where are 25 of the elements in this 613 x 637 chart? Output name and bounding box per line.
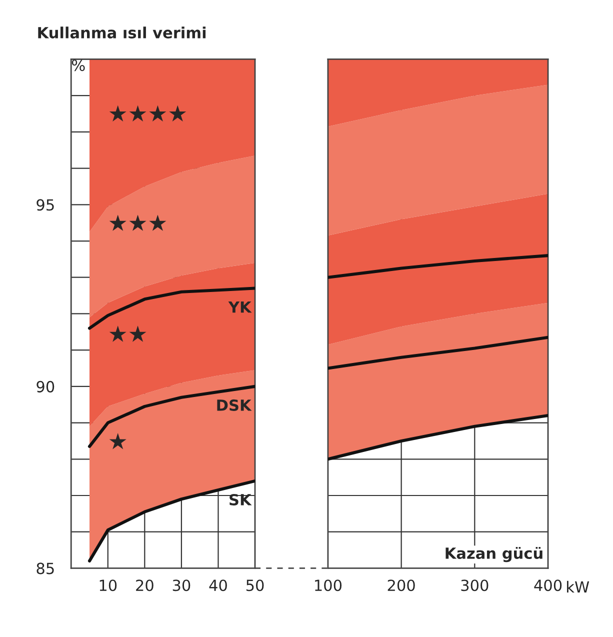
series-label: DSK [217, 399, 252, 411]
annotation: ★★ [109, 326, 146, 342]
x-axis-title: Kazan gücü [446, 546, 542, 562]
annotation: ★★★★ [109, 105, 186, 122]
x-tick-label: 200 [388, 580, 415, 592]
x-tick-label: 20 [136, 580, 154, 592]
x-tick-label: 40 [209, 580, 227, 592]
x-tick-label: 50 [246, 580, 264, 592]
series-label: SK [230, 494, 252, 506]
annotation: ★★★ [109, 214, 166, 231]
annotation: ★ [109, 433, 126, 450]
x-tick-label: 300 [461, 580, 488, 592]
text: kW [567, 580, 590, 593]
series-label: YK [228, 301, 252, 313]
chart-title: Kullanma ısıl verimi [38, 26, 206, 38]
y-axis-title: % [72, 60, 85, 72]
line-series [88, 479, 256, 562]
x-tick-label: 100 [315, 580, 342, 592]
y-tick-label: 85 [36, 562, 54, 574]
x-tick-label: 30 [172, 580, 190, 592]
y-tick-label: 95 [36, 199, 54, 211]
x-tick-label: 10 [100, 580, 117, 592]
line-series [88, 384, 256, 448]
y-tick-label: 90 [36, 380, 54, 392]
x-tick-label: 400 [534, 580, 562, 592]
